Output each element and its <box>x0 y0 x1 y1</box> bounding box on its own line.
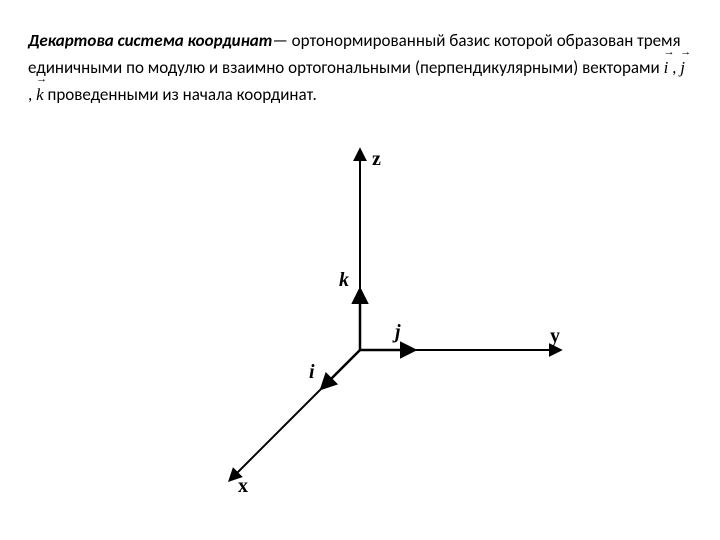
dash: — <box>272 30 287 51</box>
label-k: k <box>339 269 349 291</box>
label-y: y <box>550 325 560 347</box>
coordinate-diagram: z y x k j i <box>160 130 580 530</box>
label-j: j <box>392 321 401 343</box>
page: Декартова система координат— ортонормиро… <box>0 0 720 540</box>
def-part2: проведенными из начала координат. <box>44 84 317 105</box>
vec-k-inline: k <box>36 80 44 107</box>
label-x: x <box>238 475 248 497</box>
sep12: , <box>668 57 680 78</box>
label-z: z <box>372 148 381 170</box>
label-i: i <box>309 361 315 383</box>
definition-text: Декартова система координат— ортонормиро… <box>28 30 688 107</box>
axes-svg: z y x k j i <box>160 130 580 530</box>
sep23: , <box>28 84 36 105</box>
term: Декартова система координат <box>28 30 272 51</box>
vec-j-inline: j <box>680 53 685 80</box>
unit-vector-i <box>322 350 360 388</box>
vec-i-inline: i <box>664 53 669 80</box>
